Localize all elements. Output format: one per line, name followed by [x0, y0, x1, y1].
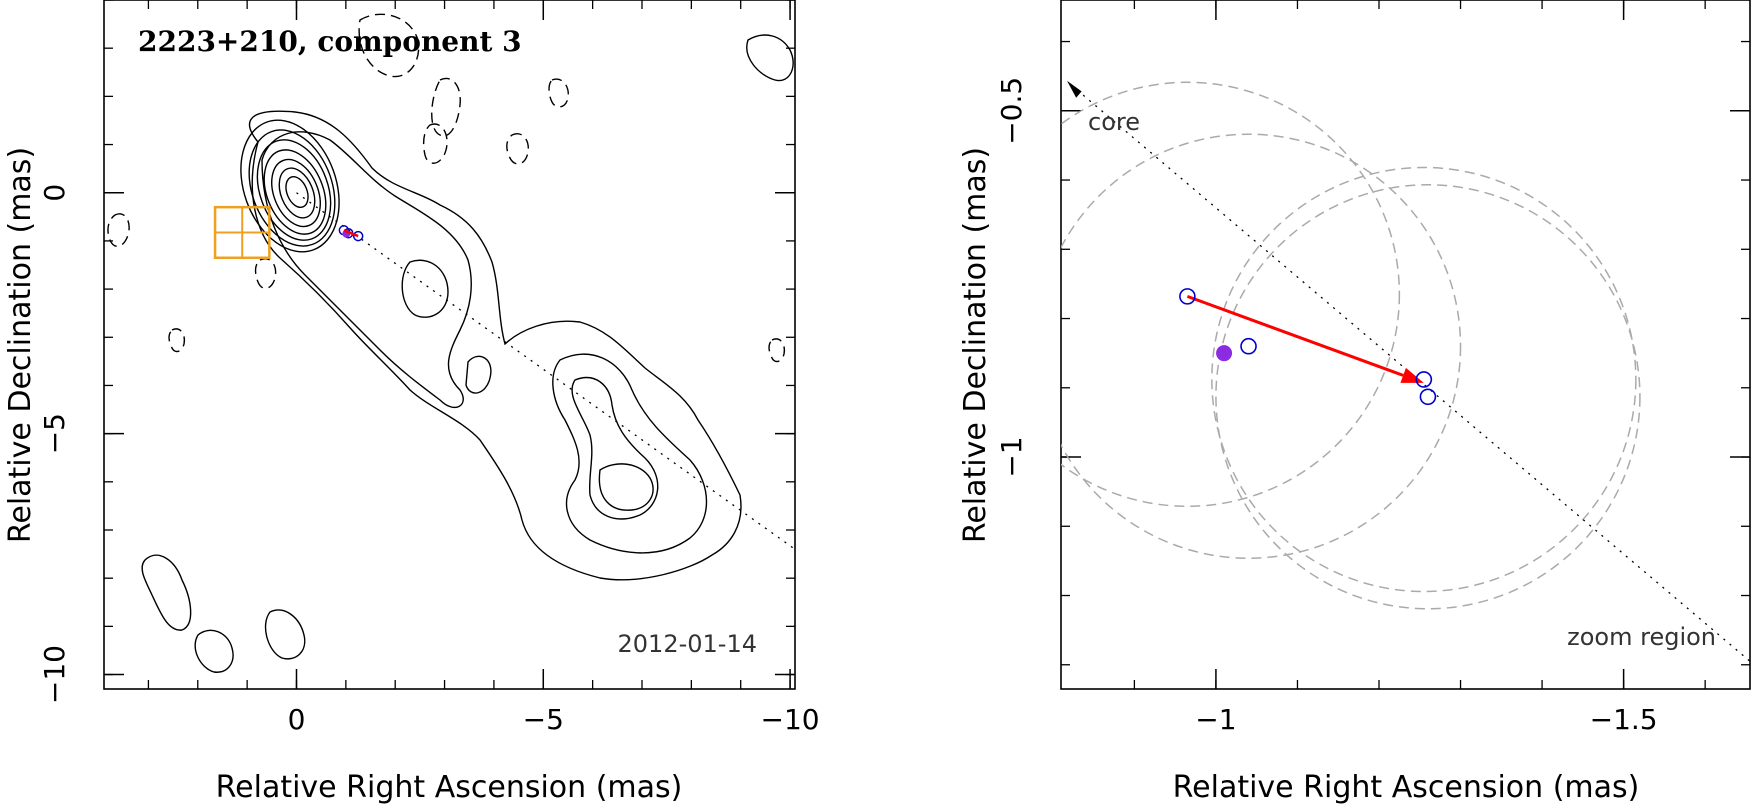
- contour-core-1: [240, 119, 340, 253]
- left-axis-ticks: 0 −5 −10 0 −5 −10: [38, 0, 820, 736]
- contour-core-7: [285, 175, 309, 209]
- contour-core-3: [256, 139, 332, 241]
- zoom-region-label: zoom region: [1567, 623, 1716, 651]
- contour-lobe-3: [598, 463, 654, 511]
- jet-axis-line: [296, 192, 796, 550]
- contour-map: [107, 13, 794, 673]
- left-plot-frame: [103, 0, 796, 690]
- component-markers: [338, 225, 364, 242]
- contour-jet-3: [401, 259, 449, 318]
- component-point-open: [1240, 337, 1257, 355]
- left-x-tick-label: −5: [523, 703, 564, 736]
- right-plot-frame: [1060, 0, 1751, 690]
- left-motion-mark: [343, 229, 359, 238]
- uncertainty-circles: [1061, 81, 1641, 610]
- contour-blob-1: [141, 554, 192, 631]
- contour-core-5: [271, 158, 321, 228]
- right-x-tick-label: −1.5: [1590, 703, 1658, 736]
- right-x-axis-label: Relative Right Ascension (mas): [1173, 770, 1640, 805]
- right-y-tick-label: −1: [995, 436, 1028, 477]
- contour-topright: [746, 34, 794, 82]
- component-point-filled: [1216, 345, 1233, 362]
- component-point-open: [1419, 388, 1437, 406]
- left-y-tick-label: −10: [38, 645, 71, 704]
- motion-vector-arrow: [1186, 294, 1404, 377]
- uncertainty-circle: [1215, 184, 1641, 610]
- left-y-tick-label: −5: [38, 413, 71, 454]
- chart-title: 2223+210, component 3: [138, 25, 522, 58]
- epoch-date-label: 2012-01-14: [618, 630, 757, 658]
- contour-core-6: [278, 167, 316, 219]
- contour-blob-3: [264, 609, 306, 660]
- contour-jet-2: [261, 131, 472, 409]
- contour-jet-4: [465, 355, 492, 394]
- uncertainty-circle: [1061, 133, 1462, 559]
- contour-core-2: [248, 129, 336, 247]
- core-label: core: [1088, 108, 1140, 136]
- component-point-open: [1415, 371, 1433, 388]
- right-y-axis-label: Relative Declination (mas): [958, 147, 993, 543]
- component-points: [1179, 288, 1437, 406]
- motion-vector-arrowhead: [1400, 367, 1424, 383]
- core-direction-arrowhead: [1067, 80, 1082, 98]
- zoom-region-box: [213, 205, 271, 260]
- right-axis-ticks: −1 −1.5 −0.5 −1: [995, 0, 1750, 736]
- left-y-tick-label: 0: [38, 184, 71, 202]
- right-panel: −1 −1.5 −0.5 −1 core zoom region Relative R…: [958, 0, 1751, 805]
- contour-core-4: [263, 149, 327, 235]
- left-x-axis-label: Relative Right Ascension (mas): [216, 770, 683, 805]
- contour-lobe-1: [552, 353, 708, 554]
- left-y-axis-label: Relative Declination (mas): [3, 147, 38, 543]
- left-x-tick-label: −10: [761, 703, 820, 736]
- uncertainty-circle: [1211, 166, 1637, 593]
- contour-lobe-2: [571, 377, 659, 520]
- contour-blob-2: [194, 629, 234, 673]
- contour-outer-jet: [248, 110, 742, 581]
- component-point-open: [352, 230, 364, 242]
- right-y-tick-label: −0.5: [995, 77, 1028, 145]
- left-panel: 0 −5 −10 0 −5 −10: [3, 0, 820, 805]
- component-point-open: [1179, 288, 1196, 305]
- left-x-tick-label: 0: [288, 703, 306, 736]
- negative-contours: [107, 13, 786, 363]
- uncertainty-circle: [1061, 81, 1401, 507]
- right-x-tick-label: −1: [1195, 703, 1236, 736]
